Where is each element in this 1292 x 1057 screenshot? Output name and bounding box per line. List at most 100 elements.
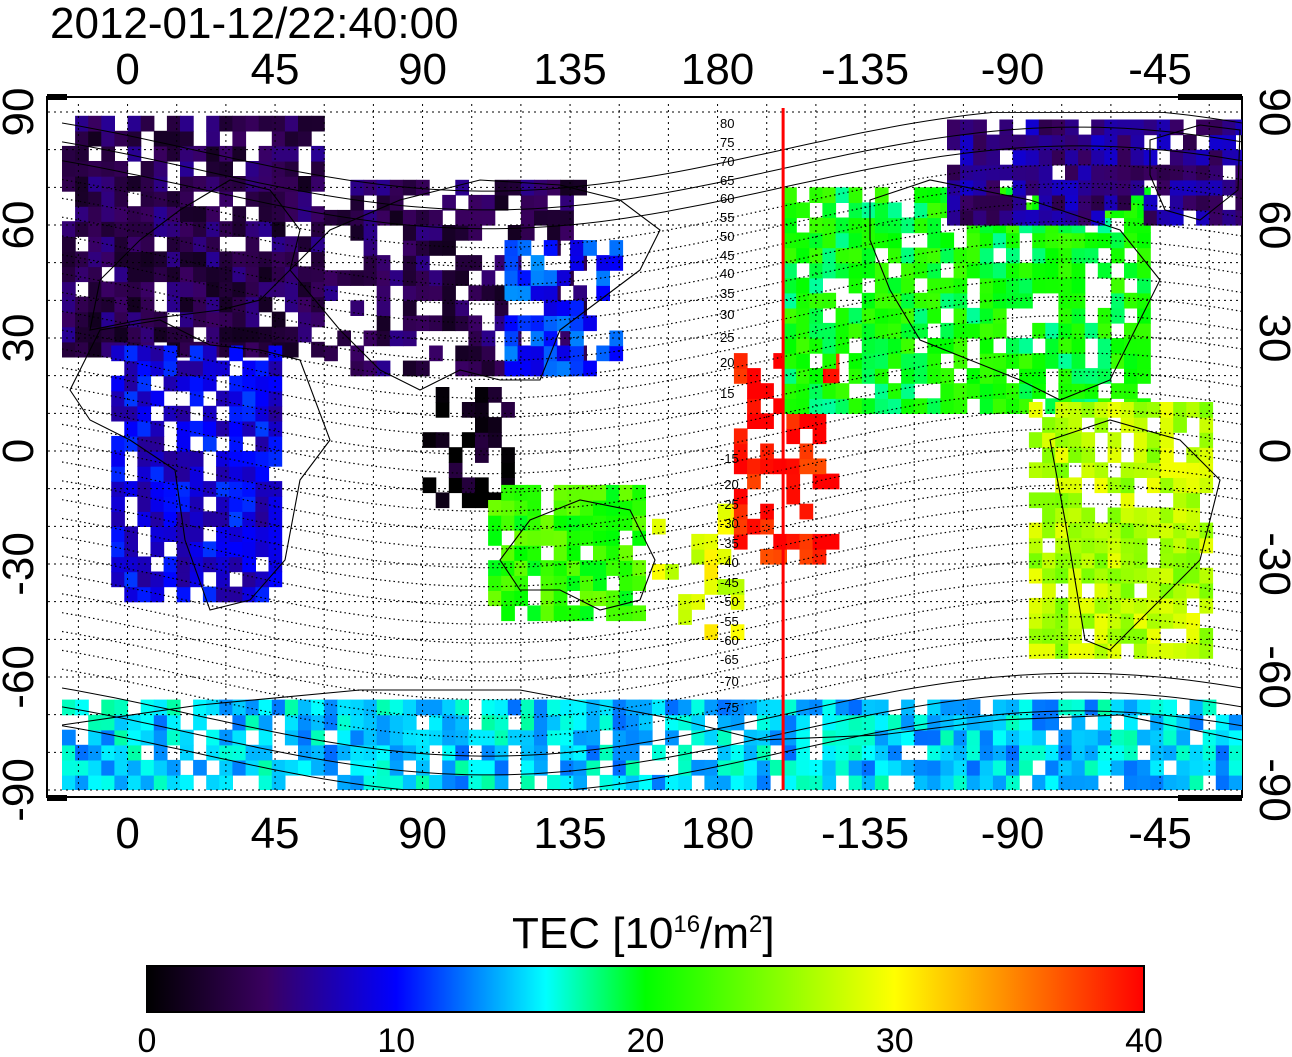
tec-cell — [311, 176, 325, 192]
tec-cell — [966, 383, 981, 399]
tec-cell — [1199, 402, 1214, 418]
tec-cell — [150, 466, 165, 482]
tec-cell — [848, 247, 863, 264]
tec-cell — [1084, 699, 1099, 716]
tec-cell — [1189, 759, 1204, 776]
tec-cell — [166, 115, 181, 132]
magnetic-latitude-label: -15 — [720, 451, 739, 466]
tec-cell — [166, 191, 181, 207]
tec-cell — [255, 526, 270, 542]
tec-cell — [1091, 134, 1105, 151]
tec-cell — [1146, 447, 1161, 463]
tec-cell — [1019, 699, 1033, 716]
left-latitude-tick-label: 90 — [0, 88, 43, 137]
tec-cell — [914, 368, 928, 384]
tec-cell — [1032, 699, 1046, 716]
tec-cell — [501, 500, 515, 516]
tec-cell — [927, 307, 941, 324]
tec-cell — [1081, 567, 1096, 584]
tec-cell — [455, 315, 469, 332]
tec-cell — [216, 466, 230, 482]
tec-cell — [402, 270, 417, 286]
tec-cell — [255, 541, 270, 558]
tec-cell — [1045, 353, 1059, 369]
tec-cell — [1163, 729, 1177, 746]
tec-cell — [593, 500, 607, 516]
tec-cell — [665, 774, 679, 790]
tec-cell — [271, 145, 286, 162]
tec-cell — [730, 714, 745, 731]
tec-cell — [960, 194, 974, 211]
tec-cell — [1006, 699, 1020, 716]
tec-cell — [822, 202, 837, 219]
tec-cell — [376, 285, 391, 301]
magnetic-latitude-labels: 8075706560555045403530252015-15-20-25-30… — [720, 116, 739, 715]
tec-cell — [848, 277, 863, 294]
tec-cell — [556, 345, 571, 362]
tec-cell — [835, 398, 850, 414]
tec-cell — [1081, 462, 1096, 478]
tec-cell — [75, 774, 89, 790]
tec-cell — [1058, 292, 1073, 309]
tec-cell — [1097, 729, 1112, 746]
tec-cell — [1038, 164, 1053, 181]
tec-cell — [1032, 277, 1046, 294]
tec-cell — [586, 714, 601, 731]
tec-cell — [242, 526, 256, 542]
tec-cell — [258, 206, 273, 222]
tec-cell — [799, 458, 814, 475]
tec-cell — [166, 774, 181, 790]
tec-cell — [606, 515, 620, 531]
tec-cell — [127, 236, 142, 252]
right-latitude-tick-label: 0 — [1250, 439, 1292, 463]
tec-cell — [258, 191, 273, 207]
tec-cell — [219, 326, 233, 343]
tec-cell — [517, 315, 532, 332]
tec-cell — [429, 240, 443, 256]
tec-cell — [501, 402, 515, 418]
tec-cell — [1176, 714, 1191, 731]
tec-cell — [193, 296, 207, 313]
tec-cell — [1143, 119, 1158, 136]
tec-cell — [258, 161, 273, 177]
tec-cell — [62, 311, 76, 328]
tec-cell — [773, 533, 787, 550]
tec-cell — [812, 548, 827, 565]
tec-cell — [861, 368, 876, 384]
tec-cell — [258, 729, 273, 746]
tec-cell — [475, 492, 489, 509]
tec-cell — [1032, 262, 1046, 279]
tec-cell — [124, 375, 138, 392]
tec-cell — [284, 759, 299, 776]
tec-cell — [163, 451, 178, 467]
tec-cell — [153, 326, 168, 343]
tec-cell — [632, 500, 646, 516]
tec-cell — [311, 759, 325, 776]
tec-cell — [219, 251, 233, 268]
tec-cell — [783, 729, 797, 746]
tec-cell — [986, 194, 1000, 211]
tec-cell — [796, 202, 810, 219]
tec-cell — [1006, 292, 1020, 309]
tec-cell — [966, 714, 981, 731]
tec-cell — [848, 307, 863, 324]
tec-cell — [619, 560, 633, 576]
tec-cell — [1025, 119, 1040, 136]
bottom-longitude-tick-label: 0 — [115, 809, 139, 858]
tec-cell — [786, 413, 801, 429]
tec-cell — [255, 420, 270, 437]
tec-cell — [389, 759, 404, 776]
tec-cell — [501, 462, 515, 478]
tec-cell — [999, 119, 1014, 136]
tec-cell — [835, 307, 850, 324]
tec-cell — [1068, 507, 1082, 524]
tec-cell — [245, 176, 260, 192]
tec-cell — [376, 744, 391, 761]
tec-cell — [848, 368, 863, 384]
tec-cell — [730, 624, 745, 640]
tec-cell — [1071, 262, 1086, 279]
tec-cell — [429, 714, 443, 731]
tec-cell — [979, 729, 994, 746]
tec-cell — [202, 541, 217, 558]
tec-cell — [114, 729, 129, 746]
